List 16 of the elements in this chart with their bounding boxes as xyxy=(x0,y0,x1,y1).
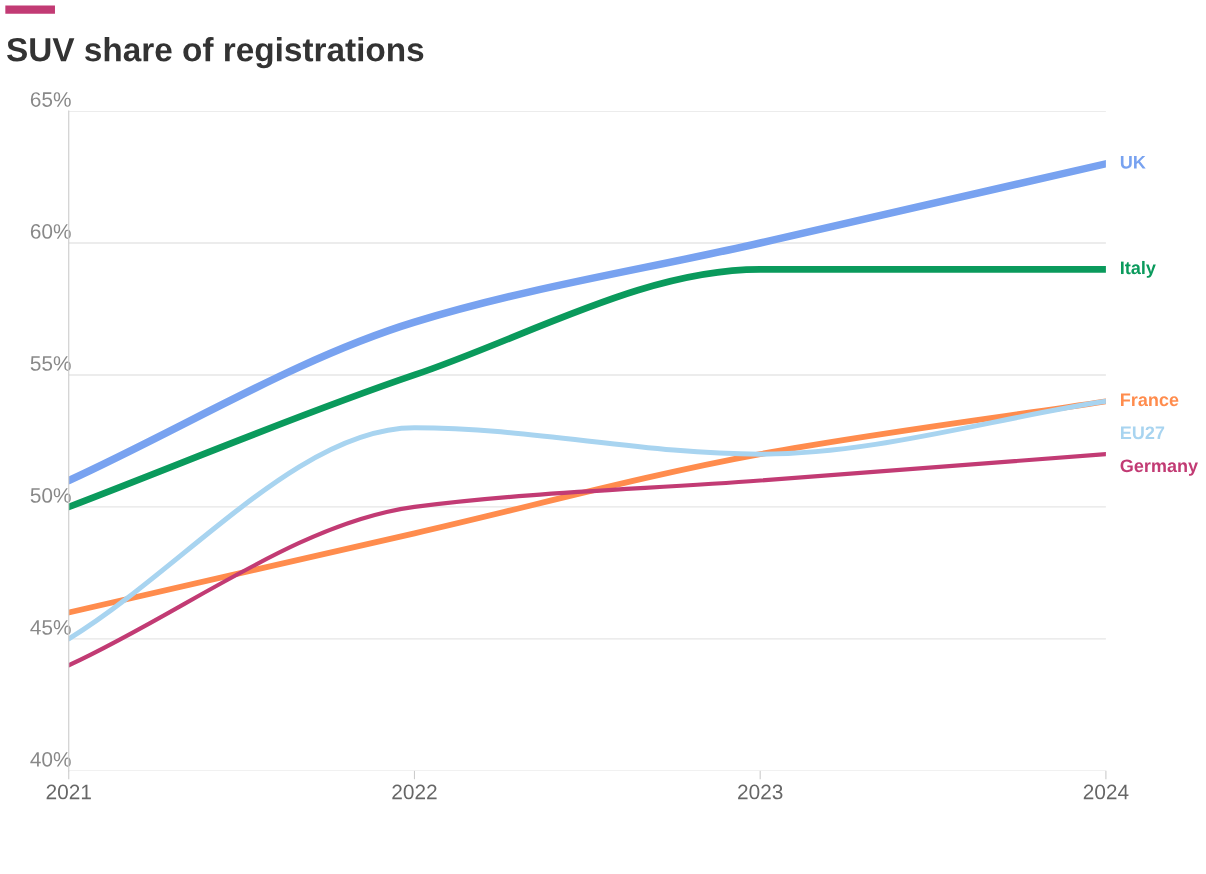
series-label: EU27 xyxy=(1121,426,1165,440)
y-tick-label: 45% xyxy=(30,620,71,635)
y-tick-label: 60% xyxy=(30,224,71,239)
y-tick-label: 40% xyxy=(30,752,71,767)
series-label: France xyxy=(1121,393,1179,407)
x-tick-label: 2021 xyxy=(46,784,91,800)
chart-title: SUV share of registrations xyxy=(6,37,424,69)
series-label: Germany xyxy=(1120,459,1198,476)
series-label: UK xyxy=(1120,156,1146,169)
x-tick-label: 2024 xyxy=(1083,784,1129,800)
y-tick-label: 50% xyxy=(30,488,71,503)
series-label: Italy xyxy=(1121,260,1156,278)
y-tick-label: 65% xyxy=(30,92,71,107)
x-tick-label: 2023 xyxy=(738,784,783,800)
y-tick-label: 55% xyxy=(30,356,71,371)
x-tick-label: 2022 xyxy=(392,784,437,800)
